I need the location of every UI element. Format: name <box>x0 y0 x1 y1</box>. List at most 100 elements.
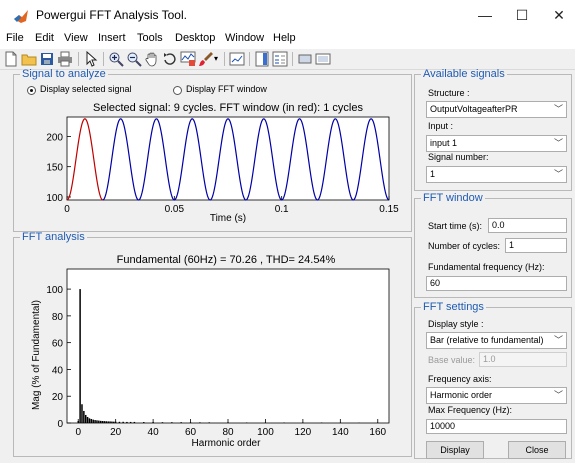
frequency-axis-select[interactable]: Harmonic order ﹀ <box>426 387 567 404</box>
fft-bar <box>199 422 201 423</box>
fft-plot-title: Fundamental (60Hz) = 70.26 , THD= 24.54% <box>117 254 336 266</box>
display-style-select[interactable]: Bar (relative to fundamental) ﹀ <box>426 332 567 349</box>
signal-number-select-value: 1 <box>430 169 436 179</box>
fft-x-tick-label: 120 <box>295 427 312 438</box>
fundamental-frequency-input[interactable]: 60 <box>426 276 567 291</box>
menu-desktop[interactable]: Desktop <box>175 32 216 44</box>
fft-bar <box>105 421 108 423</box>
number-of-cycles-input[interactable]: 1 <box>505 238 567 253</box>
base-value-label: Base value: <box>428 355 476 365</box>
print-icon[interactable] <box>57 51 73 67</box>
fft-x-tick-label: 160 <box>369 427 386 438</box>
close-button[interactable]: Close <box>508 441 566 459</box>
signal-x-tick-label: 0.15 <box>379 204 399 215</box>
menu-help[interactable]: Help <box>273 32 296 44</box>
menu-tools[interactable]: Tools <box>137 32 163 44</box>
input-select[interactable]: input 1 ﹀ <box>426 135 567 152</box>
signal-line <box>102 118 390 201</box>
fft-bar <box>227 422 229 423</box>
fft-bar <box>114 421 117 423</box>
start-time-input[interactable]: 0.0 <box>488 218 567 233</box>
matlab-app-icon <box>14 10 28 23</box>
pan-hand-icon[interactable] <box>144 51 160 67</box>
fft-bar <box>171 422 173 423</box>
display-signal-radio-label[interactable]: Display selected signal <box>40 84 132 94</box>
structure-label: Structure : <box>428 88 470 98</box>
signal-number-select[interactable]: 1 ﹀ <box>426 166 567 183</box>
fft-bar <box>113 421 115 423</box>
fft-bar <box>96 420 98 423</box>
available-signals-legend: Available signals <box>423 68 505 80</box>
fft-bar <box>99 420 102 423</box>
signal-y-tick-label: 100 <box>46 193 63 204</box>
brush-dropdown-icon[interactable]: ▾ <box>214 54 219 63</box>
new-file-icon[interactable] <box>3 51 19 67</box>
signal-x-tick-label: 0.1 <box>275 204 289 215</box>
base-value-input[interactable]: 1.0 <box>479 352 567 367</box>
max-frequency-input[interactable]: 10000 <box>426 419 567 434</box>
title-bar: Powergui FFT Analysis Tool. — ☐ ✕ <box>0 0 575 30</box>
fft-bar <box>86 416 89 423</box>
signal-x-tick-label: 0 <box>64 204 70 215</box>
fft-x-tick-label: 40 <box>148 427 160 438</box>
frequency-axis-label: Frequency axis: <box>428 374 492 384</box>
colorbar-icon[interactable] <box>254 51 270 67</box>
display-style-label: Display style : <box>428 319 484 329</box>
fft-bar <box>118 421 121 423</box>
display-button[interactable]: Display <box>426 441 484 459</box>
hide-plot-tools-icon[interactable] <box>297 51 313 67</box>
toolbar-separator <box>103 52 104 66</box>
open-folder-icon[interactable] <box>21 51 37 67</box>
legend-icon[interactable] <box>272 51 288 67</box>
brush-icon[interactable] <box>198 51 214 67</box>
fft-bar <box>77 420 79 423</box>
zoom-out-icon[interactable] <box>126 51 142 67</box>
signal-number-label: Signal number: <box>428 152 489 162</box>
fft-window-panel: FFT window <box>414 192 572 298</box>
fft-bar <box>101 420 104 423</box>
toolbar: ▾ <box>0 49 575 70</box>
close-window-button[interactable]: ✕ <box>553 7 565 23</box>
display-signal-radio[interactable] <box>27 86 36 95</box>
fft-y-tick-label: 80 <box>52 312 64 323</box>
fft-x-tick-label: 0 <box>75 427 81 438</box>
zoom-in-icon[interactable] <box>108 51 124 67</box>
fft-bar <box>90 418 93 423</box>
fft-bar <box>161 422 164 423</box>
fft-plot-ylabel: Mag (% of Fundamental) <box>31 300 42 410</box>
fft-x-tick-label: 140 <box>332 427 349 438</box>
maximize-button[interactable]: ☐ <box>515 7 529 23</box>
menu-insert[interactable]: Insert <box>98 32 126 44</box>
fft-bar <box>283 422 285 423</box>
save-icon[interactable] <box>39 51 55 67</box>
fft-y-tick-label: 100 <box>46 285 63 296</box>
fft-bar <box>129 421 132 423</box>
signal-x-tick-label: 0.05 <box>165 204 185 215</box>
rotate-3d-icon[interactable] <box>162 51 178 67</box>
link-plot-icon[interactable] <box>229 51 245 67</box>
display-fft-window-radio-label[interactable]: Display FFT window <box>186 84 267 94</box>
display-fft-window-radio[interactable] <box>173 86 182 95</box>
structure-select[interactable]: OutputVoltageafterPR ﹀ <box>426 101 567 118</box>
chevron-down-icon: ﹀ <box>553 335 563 345</box>
fft-bar <box>152 422 154 423</box>
chevron-down-icon: ﹀ <box>553 138 563 148</box>
fft-panel-legend: FFT analysis <box>22 231 85 243</box>
menu-window[interactable]: Window <box>225 32 265 44</box>
menu-bar: File Edit View Insert Tools Desktop Wind… <box>0 30 575 49</box>
show-plot-tools-icon[interactable] <box>315 51 331 67</box>
fft-bar <box>84 414 87 423</box>
pointer-icon[interactable] <box>83 51 99 67</box>
menu-view[interactable]: View <box>64 32 88 44</box>
menu-file[interactable]: File <box>6 32 24 44</box>
menu-edit[interactable]: Edit <box>35 32 54 44</box>
signal-plot: Selected signal: 9 cycles. FFT window (i… <box>46 102 399 224</box>
chevron-down-icon: ﹀ <box>553 169 563 179</box>
minimize-button[interactable]: — <box>478 7 492 23</box>
data-cursor-icon[interactable] <box>180 51 196 67</box>
fft-bar <box>180 422 182 423</box>
fft-bar <box>79 289 81 423</box>
toolbar-separator <box>292 52 293 66</box>
fft-plot: Fundamental (60Hz) = 70.26 , THD= 24.54%… <box>31 254 390 449</box>
